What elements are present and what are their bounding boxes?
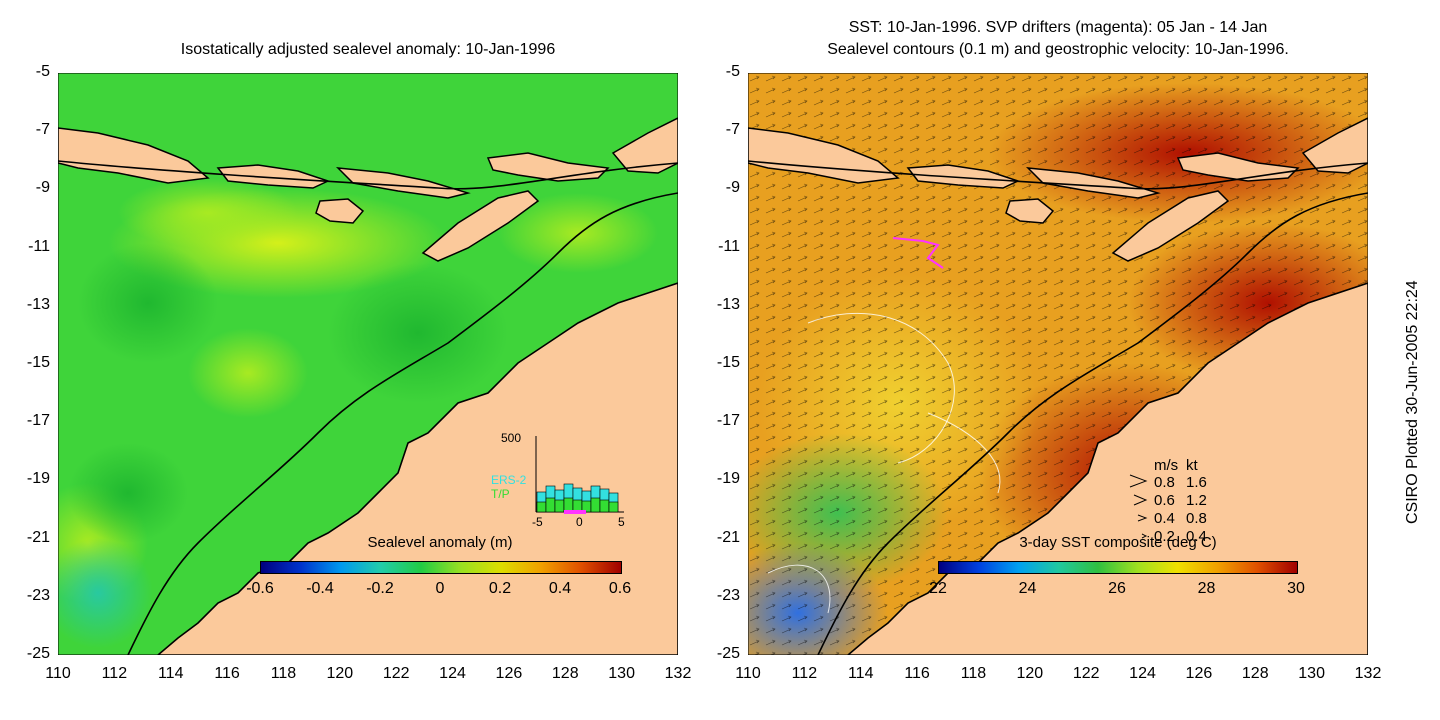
right-panel-title-line2: Sealevel contours (0.1 m) and geostrophi…: [827, 41, 1289, 58]
tick-label: -25: [716, 645, 740, 662]
tick-label: -11: [28, 237, 50, 255]
tick-label: -21: [26, 528, 50, 546]
velocity-legend-kt: 1.6: [1186, 474, 1207, 491]
tick-label: -19: [26, 470, 50, 488]
tick-label: 130: [1298, 665, 1325, 682]
tick-label: 132: [664, 665, 692, 682]
tick-label: 132: [1354, 665, 1382, 682]
tick-label: -0.6: [246, 580, 274, 597]
tick-label: 120: [326, 665, 354, 682]
tick-label: -13: [716, 295, 740, 313]
tick-label: -0.2: [366, 580, 394, 597]
tick-label: 124: [439, 665, 466, 682]
tick-label: -23: [716, 586, 740, 604]
tick-label: 112: [101, 665, 128, 682]
tick-label: 0.6: [608, 580, 632, 597]
tick-label: -9: [725, 179, 740, 197]
velocity-legend-ms: 0.6: [1154, 492, 1175, 509]
tick-label: -0.4: [306, 580, 334, 597]
tick-label: 122: [382, 665, 410, 682]
tick-label: 26: [1108, 580, 1126, 597]
tick-label: -5: [35, 63, 50, 80]
tick-label: 110: [735, 665, 761, 682]
tick-label: -5: [725, 63, 740, 80]
velocity-legend-arrows: [1129, 474, 1148, 539]
tick-label: -7: [725, 121, 740, 139]
altimeter-count-histogram: [535, 436, 624, 514]
left-colorbar-title: Sealevel anomaly (m): [367, 534, 513, 551]
velocity-legend-ms: 0.8: [1154, 474, 1175, 491]
inset-legend-tp: T/P: [491, 487, 510, 501]
tick-label: -15: [716, 354, 740, 371]
tick-label: 128: [551, 665, 579, 682]
tick-label: -19: [716, 470, 740, 488]
tick-label: -15: [26, 354, 50, 371]
velocity-legend-kt: 0.8: [1186, 510, 1207, 527]
velocity-legend-kt: 0.4: [1186, 528, 1207, 545]
tick-label: 28: [1197, 580, 1216, 597]
tick-label: -25: [26, 645, 50, 662]
tick-label: 112: [791, 665, 818, 682]
tick-label: 0: [435, 580, 445, 597]
tick-label: 118: [960, 665, 987, 682]
tick-label: -23: [26, 586, 50, 604]
tick-label: 116: [214, 665, 240, 682]
inset-ymax-label: 500: [500, 431, 521, 445]
velocity-legend-ms: 0.2: [1154, 528, 1175, 545]
inset-xtick: -5: [532, 515, 543, 529]
inset-xtick: 5: [618, 515, 625, 529]
velocity-legend-header-ms: m/s: [1154, 457, 1179, 474]
tick-label: 128: [1241, 665, 1269, 682]
tick-label: -9: [35, 179, 50, 197]
left-panel-title: Isostatically adjusted sealevel anomaly:…: [180, 41, 556, 58]
tick-label: -7: [35, 121, 50, 139]
inset-xtick: 0: [576, 515, 583, 529]
tick-label: 24: [1018, 580, 1037, 597]
tick-label: 124: [1129, 665, 1156, 682]
credit-label: CSIRO Plotted 30-Jun-2005 22:24: [1404, 280, 1421, 524]
tick-label: 126: [1185, 665, 1213, 682]
sst-map: [748, 73, 1368, 655]
tick-label: 126: [495, 665, 523, 682]
sst-colorbar: [938, 561, 1298, 574]
tick-label: -13: [26, 295, 50, 313]
tick-label: 116: [904, 665, 930, 682]
tick-label: -21: [716, 528, 740, 546]
tick-label: 114: [847, 665, 874, 682]
velocity-legend-header-kt: kt: [1186, 457, 1198, 474]
tick-label: 120: [1016, 665, 1044, 682]
tick-label: 22: [929, 580, 947, 597]
velocity-legend-ms: 0.4: [1154, 510, 1175, 527]
tick-label: -11: [718, 237, 740, 255]
tick-label: -17: [26, 412, 50, 430]
velocity-legend-kt: 1.2: [1186, 492, 1207, 509]
tick-label: 0.4: [548, 580, 572, 597]
tick-label: 118: [270, 665, 297, 682]
tick-label: 110: [45, 665, 71, 682]
tick-label: 122: [1072, 665, 1100, 682]
inset-legend-ers2: ERS-2: [491, 473, 527, 487]
tick-label: 30: [1287, 580, 1305, 597]
right-colorbar-title: 3-day SST composite (deg C): [1019, 534, 1217, 551]
tick-label: 114: [157, 665, 184, 682]
tick-label: 130: [608, 665, 635, 682]
right-panel-title-line1: SST: 10-Jan-1996. SVP drifters (magenta)…: [848, 19, 1268, 36]
tick-label: -17: [716, 412, 740, 430]
sealevel-colorbar: [260, 561, 622, 574]
tick-label: 0.2: [488, 580, 512, 597]
